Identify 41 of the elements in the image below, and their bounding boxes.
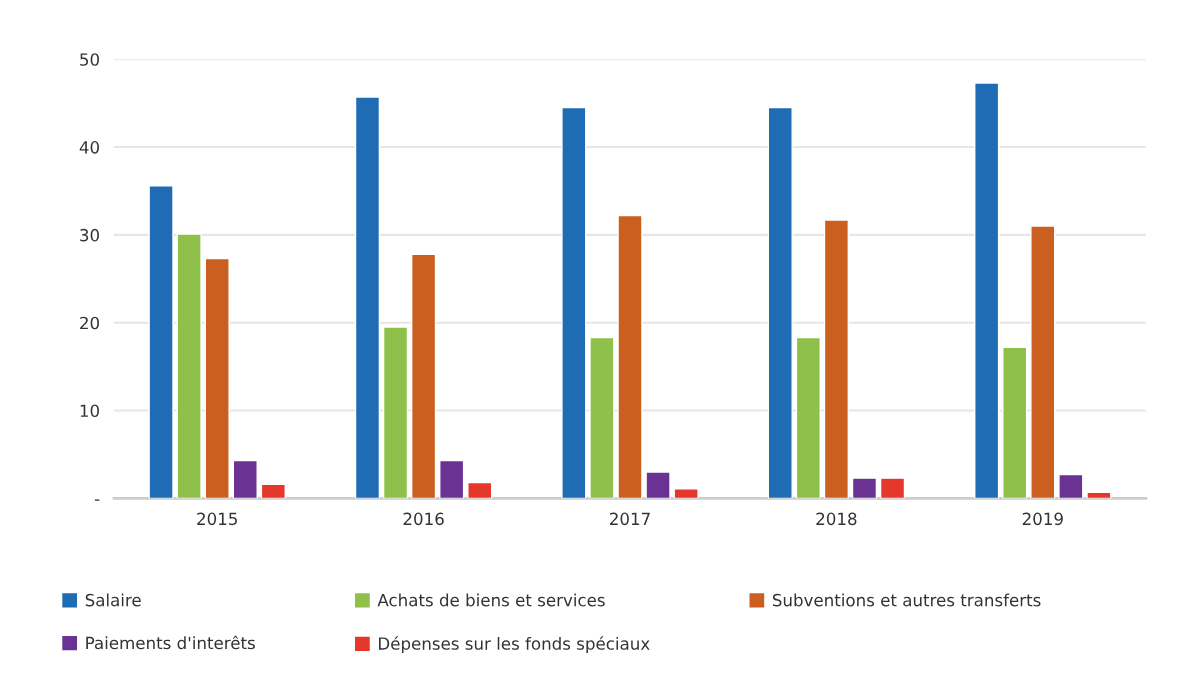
bar: [589, 336, 615, 499]
legend-label: Subventions et autres transferts: [772, 593, 1041, 607]
legend-label: Achats de biens et services: [377, 593, 605, 607]
bar: [1030, 225, 1056, 499]
bar: [260, 483, 286, 499]
x-tick-label: 2015: [197, 512, 237, 526]
x-tick-label: 2018: [816, 512, 857, 526]
bar: [1058, 473, 1084, 499]
bar: [561, 106, 587, 499]
bar: [795, 336, 821, 499]
bar: [645, 471, 671, 499]
bar: [467, 481, 493, 499]
bar: [617, 214, 643, 499]
y-tick-label: 40: [79, 141, 99, 154]
bar: [354, 96, 381, 499]
y-tick-label: 50: [80, 53, 99, 66]
bar: [974, 82, 1000, 499]
legend-label: Dépenses sur les fonds spéciaux: [379, 636, 650, 654]
x-tick-label: 2019: [1022, 512, 1063, 526]
x-tick-label: 2017: [610, 512, 650, 526]
bar: [232, 459, 258, 499]
y-tick-label: 30: [80, 228, 99, 242]
y-tick-label: -: [94, 499, 100, 501]
bar: [204, 257, 230, 499]
bar: [1086, 491, 1112, 499]
bar: [1002, 346, 1028, 499]
bar: [382, 326, 409, 499]
bar: [851, 477, 878, 499]
y-tick-label: 10: [80, 404, 99, 418]
bar: [410, 253, 437, 499]
x-tick-label: 2016: [403, 512, 444, 526]
bar: [439, 459, 465, 499]
legend-label: Salaire: [85, 593, 141, 607]
legend-label: Paiements d'interêts: [86, 635, 255, 650]
bar: [148, 185, 174, 499]
bar: [673, 487, 699, 499]
bar: [879, 477, 906, 499]
bar: [176, 233, 202, 499]
bar: [767, 106, 793, 499]
y-tick-label: 20: [80, 316, 99, 330]
bar: [823, 219, 850, 499]
